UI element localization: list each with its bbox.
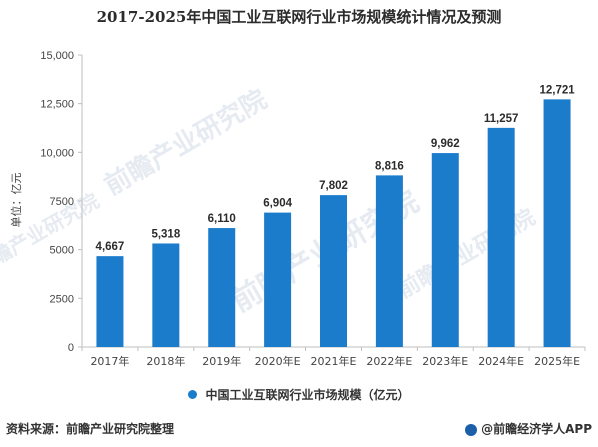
data-label: 6,110 xyxy=(208,213,236,225)
bar xyxy=(487,127,515,347)
x-tick-label: 2021年E xyxy=(311,354,357,368)
x-tick-label: 2025年E xyxy=(534,354,580,368)
x-tick-label: 2023年E xyxy=(422,354,468,368)
data-labels: 4,667 2017年 5,318 2018年 6,110 2019年 6,904 2020年… xyxy=(90,84,580,368)
bar xyxy=(264,212,292,347)
y-tick-label: 10,000 xyxy=(40,147,74,159)
bar xyxy=(96,256,124,347)
y-tick-label: 2500 xyxy=(50,293,74,305)
x-tick-label: 2019年 xyxy=(202,354,241,368)
data-label: 9,962 xyxy=(431,138,460,150)
x-tick-label: 2020年E xyxy=(255,354,301,368)
legend-label: 中国工业互联网行业市场规模（亿元） xyxy=(205,388,410,402)
y-tick-label: 7500 xyxy=(50,196,74,208)
x-tick-label: 2018年 xyxy=(146,354,185,368)
legend: 中国工业互联网行业市场规模（亿元） xyxy=(0,386,598,403)
brand-credit: @前瞻经济学人APP xyxy=(465,420,592,437)
x-tick-label: 2017年 xyxy=(90,354,129,368)
brand-text: @前瞻经济学人APP xyxy=(481,422,592,436)
y-tick-label: 5000 xyxy=(50,245,74,257)
bar xyxy=(375,175,403,347)
bars xyxy=(96,99,571,347)
data-label: 8,816 xyxy=(375,160,404,172)
chart-title: 2017-2025年中国工业互联网行业市场规模统计情况及预测 xyxy=(96,8,502,26)
y-axis-label: 单位：亿元 xyxy=(9,173,23,228)
y-tick-label: 0 xyxy=(68,342,74,354)
legend-swatch xyxy=(188,390,198,399)
data-label: 6,904 xyxy=(263,198,292,210)
bar xyxy=(320,195,347,347)
data-label: 7,802 xyxy=(319,180,348,192)
bar xyxy=(543,99,571,347)
data-label: 5,318 xyxy=(151,228,180,240)
data-label: 12,721 xyxy=(539,84,575,96)
data-label: 11,257 xyxy=(484,113,519,125)
bar-chart: 前瞻产业研究院前瞻产业研究院前瞻产业研究院前瞻产业研究院 02500500075… xyxy=(0,50,586,368)
bar xyxy=(208,228,236,347)
y-tick-label: 12,500 xyxy=(40,99,74,111)
data-label: 4,667 xyxy=(96,241,125,253)
watermark-text: 前瞻产业研究院 xyxy=(99,84,272,202)
y-tick-label: 15,000 xyxy=(40,50,74,62)
x-tick-label: 2022年E xyxy=(366,354,412,368)
x-tick-label: 2024年E xyxy=(478,354,524,368)
brand-logo-icon xyxy=(465,423,478,436)
footer: 资料来源：前瞻产业研究院整理 @前瞻经济学人APP xyxy=(0,416,598,440)
bar xyxy=(431,153,459,347)
source-note: 资料来源：前瞻产业研究院整理 xyxy=(6,422,175,436)
bar xyxy=(152,243,180,347)
